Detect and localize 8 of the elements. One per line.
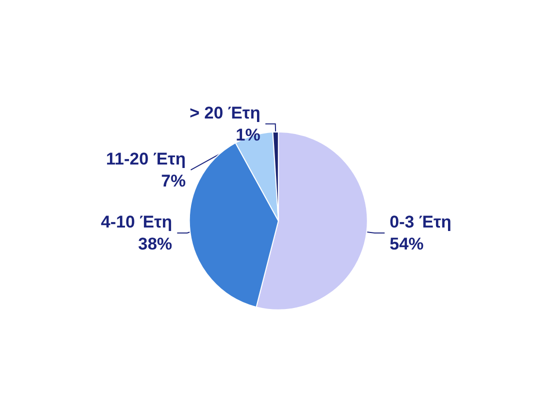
- slice-label: 11-20 Έτη: [106, 149, 186, 168]
- data-label: 38%: [138, 234, 172, 254]
- data-label: 54%: [390, 234, 424, 254]
- slice-label: > 20 Έτη: [190, 103, 260, 122]
- slice-label: 4-10 Έτη: [100, 212, 172, 232]
- data-label: 1%: [236, 125, 260, 144]
- data-label: 7%: [161, 171, 186, 190]
- slice-label: 0-3 Έτη: [390, 212, 452, 232]
